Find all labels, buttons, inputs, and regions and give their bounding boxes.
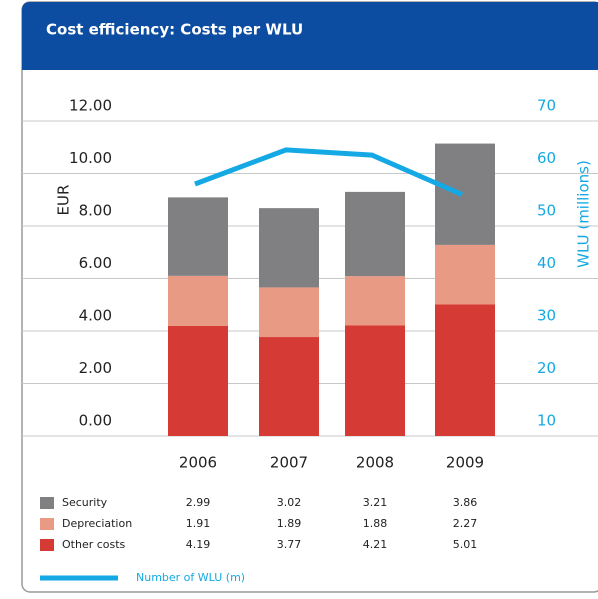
y-tick-label: 4.00: [79, 307, 112, 325]
data-label: 3.21: [363, 496, 388, 509]
legend-label: Security: [62, 496, 108, 509]
y2-axis-label: WLU (millions): [575, 160, 593, 268]
data-label: 3.86: [453, 496, 478, 509]
legend-label: Depreciation: [62, 517, 132, 530]
data-label: 2.27: [453, 517, 478, 530]
y2-tick-label: 50: [537, 202, 556, 220]
legend-swatch: [40, 518, 54, 530]
legend-label: Number of WLU (m): [136, 571, 245, 584]
y2-tick-label: 40: [537, 254, 556, 272]
bar-segment: [168, 326, 228, 436]
data-label: 3.77: [277, 538, 302, 551]
legend-label: Other costs: [62, 538, 126, 551]
bar-segment: [259, 287, 319, 338]
data-label: 4.19: [186, 538, 211, 551]
chart-title: Cost efficiency: Costs per WLU: [46, 21, 303, 39]
line: [194, 147, 464, 197]
bar-segment: [345, 276, 405, 326]
bar-segment: [259, 337, 319, 436]
y-axis-label: EUR: [55, 185, 73, 216]
y-tick-label: 0.00: [79, 412, 112, 430]
bar-segment: [168, 275, 228, 327]
y-tick-label: 12.00: [69, 97, 112, 115]
bar-segment: [435, 244, 495, 305]
y2-tick-label: 30: [537, 307, 556, 325]
y2-tick-label: 10: [537, 412, 556, 430]
y2-tick-label: 70: [537, 97, 556, 115]
y-tick-label: 2.00: [79, 359, 112, 377]
y-tick-label: 10.00: [69, 149, 112, 167]
legend-swatch: [40, 497, 54, 509]
y-tick-label: 6.00: [79, 254, 112, 272]
legend-swatch: [40, 539, 54, 551]
header: [22, 2, 598, 70]
bar-segment: [345, 191, 405, 277]
bar-segment: [259, 208, 319, 288]
data-label: 1.91: [186, 517, 211, 530]
bar-segment: [168, 197, 228, 276]
data-label: 2.99: [186, 496, 211, 509]
y2-tick-label: 20: [537, 359, 556, 377]
bar-segment: [435, 304, 495, 436]
y2-tick-label: 60: [537, 149, 556, 167]
data-label: 3.02: [277, 496, 302, 509]
x-tick-label: 2006: [179, 454, 217, 472]
data-label: 1.89: [277, 517, 302, 530]
x-tick-label: 2009: [446, 454, 484, 472]
y-tick-label: 8.00: [79, 202, 112, 220]
x-tick-label: 2008: [356, 454, 394, 472]
bar-segment: [345, 325, 405, 436]
bar-segment: [435, 143, 495, 245]
data-label: 1.88: [363, 517, 388, 530]
data-label: 4.21: [363, 538, 388, 551]
data-label: 5.01: [453, 538, 478, 551]
x-tick-label: 2007: [270, 454, 308, 472]
